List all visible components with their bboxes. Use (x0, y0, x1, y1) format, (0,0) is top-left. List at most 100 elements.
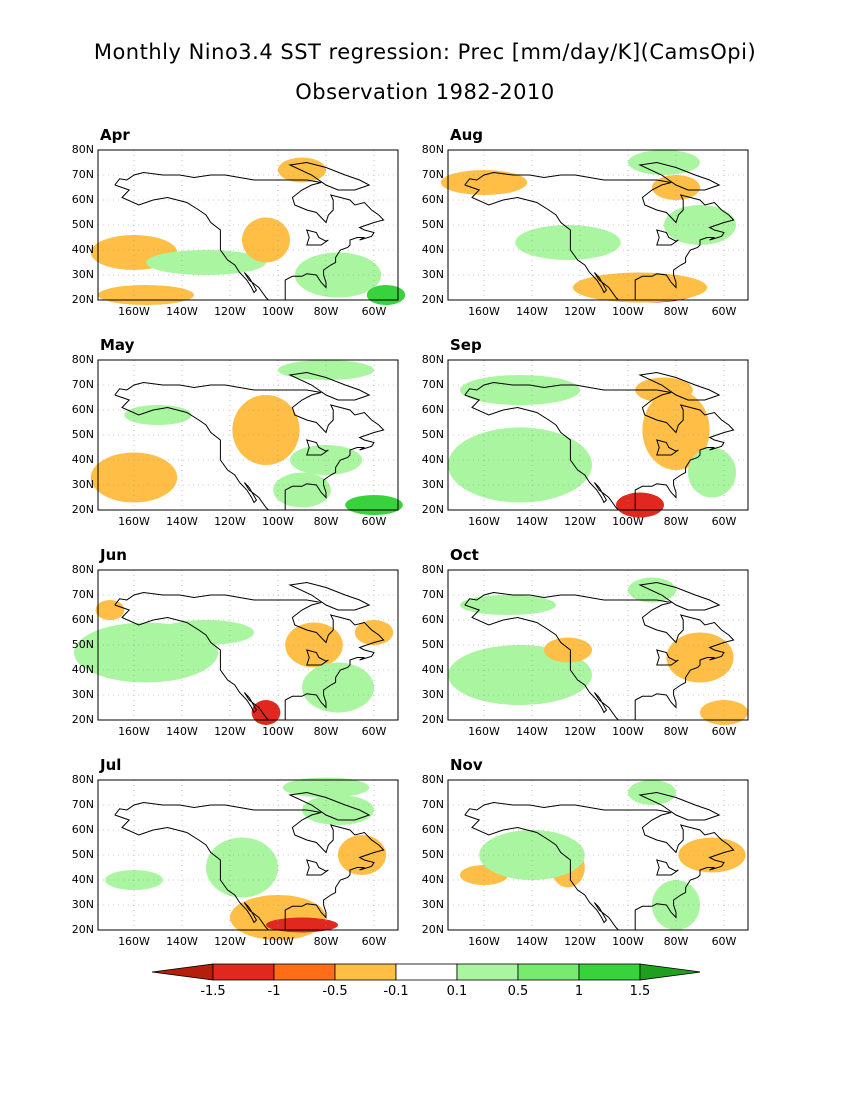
latitude-tick-label: 60N (71, 613, 94, 626)
latitude-tick-label: 70N (421, 168, 444, 181)
map-canvas (74, 569, 399, 725)
anomaly-shading (448, 427, 592, 503)
longitude-tick-label: 120W (214, 305, 246, 318)
latitude-tick-label: 30N (71, 898, 94, 911)
anomaly-shading (90, 452, 178, 503)
panel-month-label: Jul (100, 756, 122, 774)
anomaly-shading (302, 795, 374, 825)
anomaly-shading (652, 175, 700, 200)
map-panel-jul: Jul 80N 70N 60N 50N 40N 30N 20N 160W 140W 120W 100W… (72, 756, 399, 948)
panel-month-label: May (100, 336, 135, 354)
longitude-tick-label: 80W (313, 305, 339, 318)
anomaly-shading (628, 577, 676, 603)
coastline (114, 801, 385, 930)
latitude-tick-label: 40N (71, 243, 94, 256)
coastline (638, 371, 721, 401)
longitude-tick-label: 120W (564, 725, 596, 738)
longitude-tick-label: 120W (214, 725, 246, 738)
coastline (306, 649, 329, 666)
coastline (306, 229, 329, 246)
anomaly-shading (230, 895, 326, 940)
panel-month-label: Aug (450, 126, 484, 144)
anomaly-shading (354, 620, 394, 645)
colorbar-tick-label: 1.5 (629, 984, 651, 999)
latitude-tick-label: 70N (71, 168, 94, 181)
longitude-tick-label: 160W (118, 725, 150, 738)
anomaly-shading (700, 700, 748, 725)
anomaly-shading (242, 217, 290, 263)
longitude-tick-label: 100W (612, 305, 644, 318)
anomaly-shading (440, 170, 528, 195)
map-canvas (447, 779, 749, 931)
colorbar-segment (273, 963, 336, 981)
longitude-tick-label: 160W (468, 515, 500, 528)
anomaly-shading (460, 375, 580, 405)
latitude-tick-label: 60N (71, 193, 94, 206)
latitude-tick-label: 40N (421, 453, 444, 466)
map-frame (97, 149, 399, 301)
colorbar-tick-label: -0.1 (383, 984, 409, 999)
latitude-tick-label: 30N (421, 898, 444, 911)
anomaly-shading (146, 250, 266, 275)
longitude-tick-label: 100W (262, 515, 294, 528)
latitude-tick-label: 40N (71, 663, 94, 676)
anomaly-shading (251, 700, 281, 725)
longitude-tick-label: 160W (468, 935, 500, 948)
latitude-tick-label: 30N (71, 478, 94, 491)
longitude-tick-label: 140W (166, 725, 198, 738)
latitude-tick-label: 70N (421, 798, 444, 811)
map-canvas (90, 359, 403, 515)
latitude-tick-label: 40N (421, 873, 444, 886)
longitude-tick-label: 100W (612, 515, 644, 528)
anomaly-shading (232, 395, 300, 465)
latitude-tick-label: 30N (421, 268, 444, 281)
colorbar-tick-label: -0.5 (322, 984, 348, 999)
anomaly-shading (616, 492, 664, 518)
anomaly-shading (515, 225, 621, 260)
coastline (288, 371, 371, 401)
latitude-tick-label: 80N (421, 143, 444, 156)
latitude-tick-label: 50N (71, 638, 94, 651)
anomaly-shading (460, 595, 556, 615)
latitude-tick-label: 80N (71, 353, 94, 366)
latitude-tick-label: 20N (421, 923, 444, 936)
latitude-tick-label: 50N (421, 428, 444, 441)
latitude-tick-label: 80N (421, 773, 444, 786)
longitude-tick-label: 120W (564, 305, 596, 318)
coastline (464, 381, 735, 510)
coastline (288, 581, 371, 611)
anomaly-shading (664, 205, 736, 245)
longitude-tick-label: 80W (313, 725, 339, 738)
longitude-tick-label: 100W (262, 935, 294, 948)
colorbar-segment (334, 963, 397, 981)
coastline (464, 604, 619, 721)
anomaly-shading (678, 837, 746, 873)
latitude-tick-label: 60N (421, 613, 444, 626)
figure-subtitle: Observation 1982-2010 (295, 80, 555, 104)
coastline (288, 791, 371, 821)
latitude-tick-label: 30N (71, 268, 94, 281)
latitude-tick-label: 30N (421, 478, 444, 491)
panel-month-label: Jun (100, 546, 127, 564)
longitude-tick-label: 140W (516, 305, 548, 318)
latitude-tick-label: 60N (71, 823, 94, 836)
colorbar-segment (639, 963, 700, 981)
colorbar-segment (395, 963, 458, 981)
coastline (114, 394, 269, 511)
longitude-tick-label: 60W (711, 725, 737, 738)
coastline (464, 814, 619, 931)
colorbar (151, 963, 700, 981)
anomaly-shading (366, 285, 406, 305)
longitude-tick-label: 160W (118, 515, 150, 528)
coastline (464, 591, 735, 720)
anomaly-shading (628, 150, 700, 175)
latitude-tick-label: 30N (421, 688, 444, 701)
coastline (656, 229, 679, 246)
longitude-tick-label: 100W (262, 305, 294, 318)
longitude-tick-label: 120W (564, 935, 596, 948)
anomaly-shading (572, 272, 708, 303)
latitude-tick-label: 40N (421, 243, 444, 256)
latitude-tick-label: 20N (421, 713, 444, 726)
map-panel-sep: Sep 80N 70N 60N 50N 40N 30N 20N 160W 140W 120W 100W… (422, 336, 749, 528)
longitude-tick-label: 60W (361, 725, 387, 738)
